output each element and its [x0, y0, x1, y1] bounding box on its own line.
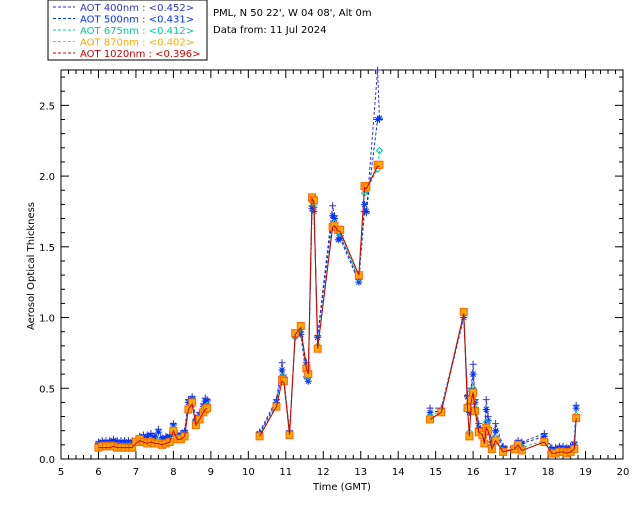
data-point	[426, 408, 434, 416]
data-point	[469, 370, 477, 378]
series-line	[430, 314, 577, 449]
data-point	[166, 432, 174, 440]
data-point	[121, 438, 129, 446]
data-point	[540, 432, 548, 440]
data-point	[355, 278, 363, 286]
data-point	[169, 421, 177, 429]
x-tick-label: 10	[242, 467, 255, 478]
site-info: PML, N 50 22', W 04 08', Alt 0m	[213, 8, 372, 19]
x-axis-label: Time (GMT)	[312, 482, 371, 493]
data-point	[331, 215, 339, 223]
data-point	[362, 207, 370, 215]
data-point	[158, 435, 166, 443]
legend-label: AOT 1020nm : <0.396>	[80, 49, 200, 60]
data-point	[117, 438, 125, 446]
y-tick-label: 0.5	[39, 384, 55, 395]
series-2	[94, 146, 580, 456]
data-point	[278, 359, 286, 367]
y-tick-label: 1.0	[39, 314, 55, 325]
data-point	[362, 183, 371, 192]
data-point	[482, 405, 490, 413]
data-point	[297, 331, 305, 339]
data-point	[162, 434, 170, 442]
series-line	[98, 402, 208, 449]
data-point	[113, 438, 121, 446]
x-tick-label: 19	[579, 467, 592, 478]
data-point	[482, 396, 490, 404]
series-line	[429, 311, 577, 454]
x-tick-label: 15	[429, 467, 442, 478]
series-line	[429, 313, 577, 454]
data-point	[329, 202, 337, 210]
data-point	[360, 189, 369, 197]
legend-label: AOT 870nm : <0.402>	[80, 38, 194, 49]
x-tick-label: 5	[58, 467, 64, 478]
x-tick-label: 7	[133, 467, 139, 478]
data-point	[147, 431, 155, 439]
x-tick-label: 11	[279, 467, 292, 478]
legend-label: AOT 400nm : <0.452>	[80, 3, 194, 14]
data-point	[154, 428, 162, 436]
legend: AOT 400nm : <0.452>AOT 500nm : <0.431>AO…	[47, 0, 208, 61]
data-point	[572, 404, 580, 412]
series-4	[98, 165, 577, 454]
x-tick-label: 16	[467, 467, 480, 478]
y-tick-label: 1.5	[39, 243, 55, 254]
data-point	[304, 377, 312, 385]
x-axis: 5 6 7 8 9 10 11 12 13 14 15 16 17 18 19 20	[58, 70, 630, 478]
y-tick-label: 2.5	[39, 101, 55, 112]
x-tick-label: 14	[392, 467, 405, 478]
series-3	[94, 160, 581, 458]
y-tick-label: 2.0	[39, 172, 55, 183]
x-tick-label: 6	[95, 467, 101, 478]
series-line	[429, 314, 577, 453]
series-line	[259, 117, 380, 434]
y-axis-label: Aerosol Optical Thickness	[26, 202, 37, 330]
data-point	[469, 360, 477, 368]
data-point	[109, 437, 117, 445]
series-1	[94, 114, 580, 453]
y-axis: 0.0 0.5 1.0 1.5 2.0 2.5	[39, 76, 623, 466]
plot-area	[60, 69, 624, 460]
data-point	[375, 160, 384, 169]
data-point	[375, 114, 383, 122]
data-point	[143, 432, 151, 440]
data-point	[465, 408, 473, 416]
legend-label: AOT 675nm : <0.412>	[80, 26, 194, 37]
data-point	[336, 234, 344, 242]
data-point	[375, 146, 384, 155]
data-point	[124, 438, 132, 446]
series-line	[259, 69, 380, 433]
date-info: Data from: 11 Jul 2024	[213, 25, 326, 36]
data-point	[492, 420, 500, 428]
y-tick-label: 0.0	[39, 455, 55, 466]
data-point	[278, 366, 286, 374]
data-point	[203, 397, 211, 405]
series-line	[429, 317, 577, 450]
x-tick-label: 9	[208, 467, 214, 478]
data-point	[492, 427, 500, 435]
series-layer	[94, 66, 581, 458]
x-tick-label: 18	[542, 467, 555, 478]
data-point	[336, 225, 345, 234]
data-point	[374, 66, 382, 74]
legend-label: AOT 500nm : <0.431>	[80, 15, 194, 26]
series-line	[259, 165, 380, 437]
series-0	[94, 66, 580, 452]
x-tick-label: 17	[504, 467, 517, 478]
x-tick-label: 13	[354, 467, 367, 478]
x-tick-label: 12	[317, 467, 330, 478]
data-point	[329, 212, 337, 220]
x-tick-label: 20	[617, 467, 630, 478]
data-point	[151, 434, 159, 442]
x-tick-label: 8	[170, 467, 176, 478]
data-point	[360, 200, 368, 208]
